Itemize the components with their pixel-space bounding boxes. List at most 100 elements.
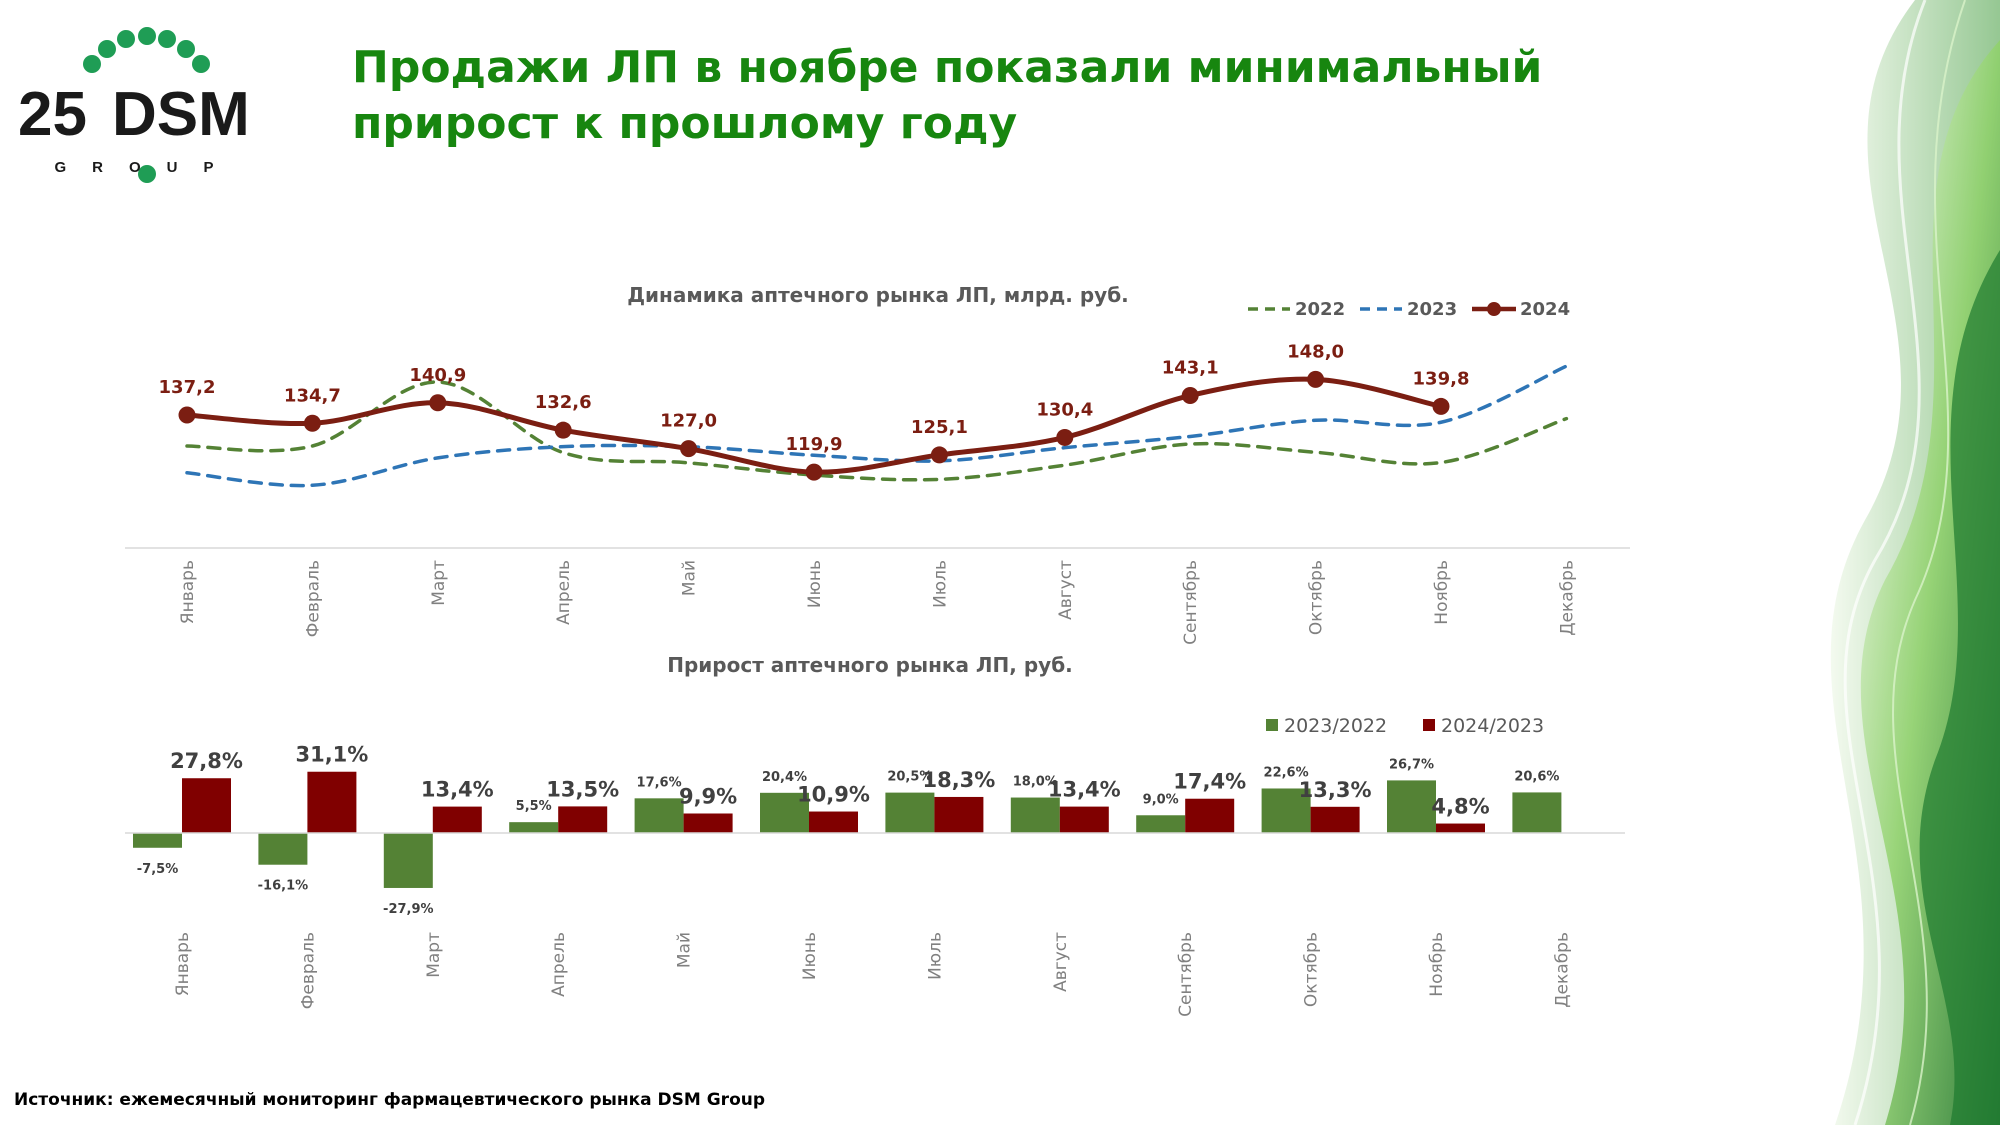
x-tick-label: Июль [925, 932, 945, 980]
bar-label-2023-2022-Июль: 20,5% [887, 770, 932, 785]
x-tick-label: Февраль [303, 560, 323, 637]
bar-label-2023-2022-Апрель: 5,5% [516, 799, 552, 814]
line-series-2022 [185, 380, 1569, 482]
line-chart-x-axis-labels: Январь Февраль Март Апрель Май Июнь Июль Август… [178, 560, 1577, 645]
x-tick-label: Октябрь [1302, 932, 1322, 1007]
data-label-2024-Февраль: 134,7 [284, 385, 341, 406]
bar-2024-2023-Октябрь [1310, 806, 1360, 833]
bar-label-2023-2022-Октябрь: 22,6% [1264, 765, 1309, 780]
bar-label-2023-2022-Март: -27,9% [383, 902, 434, 917]
bar-2024-2023-Июль [934, 796, 984, 833]
bar-label-2024-2023-Июль: 18,3% [922, 768, 995, 792]
source-note: Источник: ежемесячный мониторинг фармаце… [14, 1090, 766, 1110]
x-tick-label: Апрель [549, 932, 569, 997]
data-label-2024-Сентябрь: 143,1 [1162, 358, 1219, 379]
x-tick-label: Декабрь [1552, 932, 1572, 1008]
data-label-2024-Июль: 125,1 [911, 417, 968, 438]
x-tick-label: Сентябрь [1176, 932, 1196, 1017]
point-2024-Январь [178, 406, 196, 424]
x-tick-label: Февраль [298, 932, 318, 1009]
point-2024-Июль [930, 446, 948, 464]
x-tick-label: Октябрь [1307, 560, 1327, 635]
data-label-2024-Январь: 137,2 [159, 377, 216, 398]
line-chart-legend: 2022 2023 2024 [1248, 299, 1570, 320]
data-label-2024-Март: 140,9 [409, 365, 466, 386]
x-tick-label: Январь [173, 932, 193, 996]
bar-label-2023-2022-Декабрь: 20,6% [1514, 769, 1559, 784]
x-tick-label: Июль [930, 560, 950, 608]
data-label-2024-Май: 127,0 [660, 411, 717, 432]
bar-2023-2022-Сентябрь [1136, 815, 1186, 833]
bar-label-2024-2023-Март: 13,4% [421, 778, 494, 802]
x-tick-label: Июнь [800, 932, 820, 980]
bar-label-2024-2023-Февраль: 31,1% [295, 743, 368, 767]
bar-2023-2022-Апрель [509, 822, 559, 833]
bar-label-2023-2022-Сентябрь: 9,0% [1143, 792, 1179, 807]
logo-number: 25 [18, 80, 87, 149]
bar-2023-2022-Май [634, 798, 684, 833]
data-label-2024-Июнь: 119,9 [786, 434, 843, 455]
bar-2024-2023-Сентябрь [1185, 798, 1235, 833]
x-tick-label: Ноябрь [1432, 560, 1452, 625]
green-ribbon-decoration [1725, 0, 2000, 1125]
slide-title: Продажи ЛП в ноябре показали минимальный… [352, 42, 1543, 149]
point-2024-Август [1056, 428, 1074, 446]
x-tick-label: Апрель [554, 560, 574, 625]
line-series-2023 [185, 364, 1569, 488]
x-tick-label: Май [680, 560, 700, 596]
bar-label-2023-2022-Январь: -7,5% [137, 862, 178, 877]
x-tick-label: Март [429, 560, 449, 606]
bar-label-2023-2022-Февраль: -16,1% [258, 879, 309, 894]
bar-label-2024-2023-Январь: 27,8% [170, 749, 243, 773]
point-2024-Февраль [303, 414, 321, 432]
data-label-2024-Октябрь: 148,0 [1287, 341, 1344, 362]
x-tick-label: Март [424, 932, 444, 978]
x-tick-label: Ноябрь [1427, 932, 1447, 997]
point-2024-Сентябрь [1181, 387, 1199, 405]
bar-2023-2022-Февраль [258, 833, 308, 865]
legend-2023-label: 2023 [1407, 299, 1457, 320]
bar-2023-2022-Июнь [760, 792, 809, 833]
legend-2023-2022-label: 2023/2022 [1284, 715, 1387, 737]
point-2024-Апрель [554, 421, 572, 439]
bar-2023-2022-Июль [885, 792, 935, 833]
line-chart-plot: 137,2 134,7 140,9 132,6 127,0 119,9 125,1 130,4… [159, 341, 1569, 488]
bar-2024-2023-Апрель [558, 806, 608, 833]
bar-label-2024-2023-Июнь: 10,9% [797, 783, 870, 807]
line-series-2024 [184, 376, 1444, 475]
data-label-2024-Август: 130,4 [1036, 399, 1093, 420]
bar-2024-2023-Август [1059, 806, 1109, 833]
bar-chart-title: Прирост аптечного рынка ЛП, руб. [667, 653, 1073, 677]
data-label-2024-Апрель: 132,6 [535, 392, 592, 413]
point-2024-Октябрь [1307, 370, 1325, 388]
bar-2023-2022-Ноябрь [1387, 780, 1436, 833]
bar-chart-plot: -7,5% -16,1% -27,9% 5,5% 17,6% 20,4% 20,5% 18,0… [133, 743, 1562, 917]
bar-2024-2023-Ноябрь [1436, 823, 1485, 833]
bar-2023-2022-Март [383, 833, 433, 888]
bar-label-2024-2023-Октябрь: 13,3% [1299, 778, 1372, 802]
bar-label-2024-2023-Ноябрь: 4,8% [1431, 795, 1489, 819]
point-2024-Июнь [805, 463, 823, 481]
bar-label-2024-2023-Сентябрь: 17,4% [1173, 770, 1246, 794]
bar-2023-2022-Октябрь [1261, 788, 1311, 833]
legend-2022-label: 2022 [1295, 299, 1345, 320]
bar-label-2024-2023-Август: 13,4% [1048, 778, 1121, 802]
legend-2024-2023-label: 2024/2023 [1441, 715, 1544, 737]
point-2024-Ноябрь [1432, 397, 1450, 415]
bar-2024-2023-Март [432, 806, 482, 833]
bar-2024-2023-Февраль [307, 771, 357, 833]
bar-label-2024-2023-Апрель: 13,5% [546, 777, 619, 801]
bar-label-2023-2022-Май: 17,6% [637, 775, 682, 790]
x-tick-label: Июнь [805, 560, 825, 608]
line-chart-title: Динамика аптечного рынка ЛП, млрд. руб. [627, 283, 1129, 307]
x-tick-label: Август [1056, 560, 1076, 620]
bar-2023-2022-Декабрь [1512, 792, 1562, 833]
x-tick-label: Декабрь [1557, 560, 1577, 636]
bar-label-2023-2022-Июнь: 20,4% [762, 770, 807, 785]
bar-2023-2022-Январь [133, 833, 182, 848]
x-tick-label: Сентябрь [1181, 560, 1201, 645]
bar-label-2023-2022-Ноябрь: 26,7% [1389, 757, 1434, 772]
point-2024-Май [680, 440, 698, 458]
logo-brand: DSM [112, 80, 250, 149]
logo-subtitle: GROUP [54, 159, 239, 176]
